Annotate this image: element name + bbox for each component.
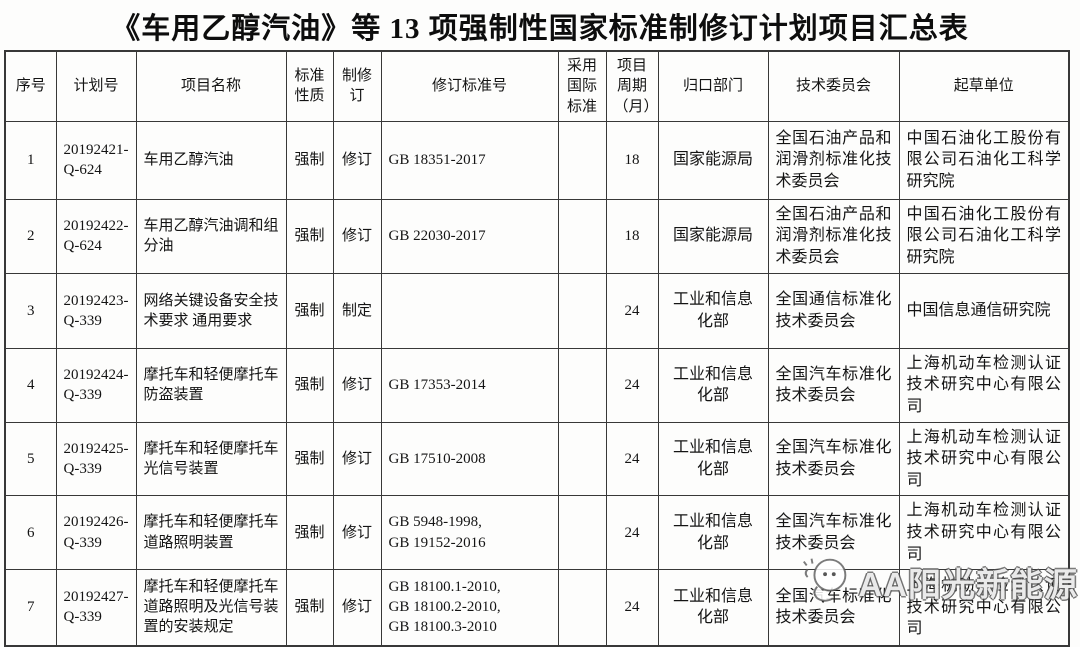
cell-name: 车用乙醇汽油 [135,120,287,200]
cell-std_no: GB 5948-1998, GB 19152-2016 [380,495,559,571]
header-cell-std-no: 修订标准号 [380,50,559,122]
cell-period: 24 [605,347,659,423]
cell-name: 车用乙醇汽油调和组分油 [135,198,287,274]
header-cell-plan-no: 计划号 [55,50,137,122]
table-row: 4 20192424- Q-339 摩托车和轻便摩托车防盗装置 强制 修订 GB 1735… [4,347,1070,423]
cell-intl [557,421,607,497]
cell-drafter: 上海机动车检测认证技术研究中心有限公司 [898,569,1070,647]
cell-std_no: GB 18351-2017 [380,120,559,200]
cell-name: 网络关键设备安全技术要求 通用要求 [135,272,287,349]
cell-committee: 全国通信标准化技术委员会 [767,272,900,349]
table-row: 3 20192423- Q-339 网络关键设备安全技术要求 通用要求 强制 制定 24 工… [4,272,1070,349]
standards-table: 序号 计划号 项目名称 标准 性质 制修 订 修订标准号 采用 国际 标准 项目… [4,50,1070,647]
header-cell-name: 项目名称 [135,50,287,122]
cell-drafter: 中国石油化工股份有限公司石油化工科学研究院 [898,198,1070,274]
cell-nature: 强制 [285,421,334,497]
cell-committee: 全国石油产品和润滑剂标准化技术委员会 [767,120,900,200]
cell-period: 18 [605,120,659,200]
cell-dept: 工业和信息化部 [657,421,769,497]
cell-std_no: GB 22030-2017 [380,198,559,274]
table-row: 7 20192427- Q-339 摩托车和轻便摩托车道路照明及光信号装置的安装规定… [4,569,1070,647]
cell-dept: 工业和信息化部 [657,272,769,349]
cell-committee: 全国汽车标准化技术委员会 [767,495,900,571]
cell-plan_no: 20192425- Q-339 [55,421,137,497]
cell-no: 5 [4,421,57,497]
cell-std_no [380,272,559,349]
cell-drafter: 上海机动车检测认证技术研究中心有限公司 [898,347,1070,423]
cell-committee: 全国汽车标准化技术委员会 [767,569,900,647]
cell-drafter: 中国信息通信研究院 [898,272,1070,349]
cell-period: 24 [605,569,659,647]
header-cell-drafter: 起草单位 [898,50,1070,122]
cell-type: 修订 [332,569,382,647]
cell-dept: 工业和信息化部 [657,495,769,571]
header-cell-type: 制修 订 [332,50,382,122]
cell-intl [557,120,607,200]
cell-dept: 工业和信息化部 [657,569,769,647]
table-row: 5 20192425- Q-339 摩托车和轻便摩托车光信号装置 强制 修订 GB 175… [4,421,1070,497]
cell-intl [557,198,607,274]
cell-plan_no: 20192422- Q-624 [55,198,137,274]
cell-nature: 强制 [285,272,334,349]
cell-std_no: GB 17353-2014 [380,347,559,423]
cell-drafter: 上海机动车检测认证技术研究中心有限公司 [898,421,1070,497]
cell-type: 修订 [332,120,382,200]
cell-period: 24 [605,421,659,497]
cell-no: 2 [4,198,57,274]
cell-committee: 全国汽车标准化技术委员会 [767,421,900,497]
cell-committee: 全国汽车标准化技术委员会 [767,347,900,423]
header-cell-dept: 归口部门 [657,50,769,122]
cell-std_no: GB 18100.1-2010, GB 18100.2-2010, GB 181… [380,569,559,647]
cell-no: 4 [4,347,57,423]
cell-intl [557,347,607,423]
cell-name: 摩托车和轻便摩托车光信号装置 [135,421,287,497]
table-body: 1 20192421- Q-624 车用乙醇汽油 强制 修订 GB 18351-2017 1… [4,120,1070,647]
header-cell-nature: 标准 性质 [285,50,334,122]
cell-period: 18 [605,198,659,274]
cell-plan_no: 20192427- Q-339 [55,569,137,647]
cell-committee: 全国石油产品和润滑剂标准化技术委员会 [767,198,900,274]
cell-dept: 工业和信息化部 [657,347,769,423]
cell-no: 7 [4,569,57,647]
cell-dept: 国家能源局 [657,120,769,200]
cell-intl [557,569,607,647]
header-cell-no: 序号 [4,50,57,122]
cell-type: 修订 [332,198,382,274]
cell-nature: 强制 [285,198,334,274]
header-cell-intl: 采用 国际 标准 [557,50,607,122]
cell-type: 制定 [332,272,382,349]
header-cell-period: 项目 周期 （月） [605,50,659,122]
cell-drafter: 上海机动车检测认证技术研究中心有限公司 [898,495,1070,571]
cell-drafter: 中国石油化工股份有限公司石油化工科学研究院 [898,120,1070,200]
cell-type: 修订 [332,421,382,497]
page-title: 《车用乙醇汽油》等 13 项强制性国家标准制修订计划项目汇总表 [111,13,969,45]
cell-no: 6 [4,495,57,571]
cell-name: 摩托车和轻便摩托车道路照明及光信号装置的安装规定 [135,569,287,647]
table-row: 1 20192421- Q-624 车用乙醇汽油 强制 修订 GB 18351-2017 1… [4,120,1070,200]
table-row: 6 20192426- Q-339 摩托车和轻便摩托车道路照明装置 强制 修订 GB 59… [4,495,1070,571]
cell-plan_no: 20192426- Q-339 [55,495,137,571]
header-cell-committee: 技术委员会 [767,50,900,122]
cell-no: 3 [4,272,57,349]
cell-nature: 强制 [285,569,334,647]
cell-std_no: GB 17510-2008 [380,421,559,497]
cell-period: 24 [605,495,659,571]
cell-period: 24 [605,272,659,349]
cell-nature: 强制 [285,347,334,423]
cell-nature: 强制 [285,120,334,200]
cell-type: 修订 [332,347,382,423]
cell-intl [557,272,607,349]
cell-type: 修订 [332,495,382,571]
cell-no: 1 [4,120,57,200]
cell-dept: 国家能源局 [657,198,769,274]
table-header-row: 序号 计划号 项目名称 标准 性质 制修 订 修订标准号 采用 国际 标准 项目… [4,50,1070,122]
cell-plan_no: 20192421- Q-624 [55,120,137,200]
cell-plan_no: 20192423- Q-339 [55,272,137,349]
cell-name: 摩托车和轻便摩托车道路照明装置 [135,495,287,571]
cell-nature: 强制 [285,495,334,571]
cell-plan_no: 20192424- Q-339 [55,347,137,423]
cell-intl [557,495,607,571]
cell-name: 摩托车和轻便摩托车防盗装置 [135,347,287,423]
table-row: 2 20192422- Q-624 车用乙醇汽油调和组分油 强制 修订 GB 22030-… [4,198,1070,274]
